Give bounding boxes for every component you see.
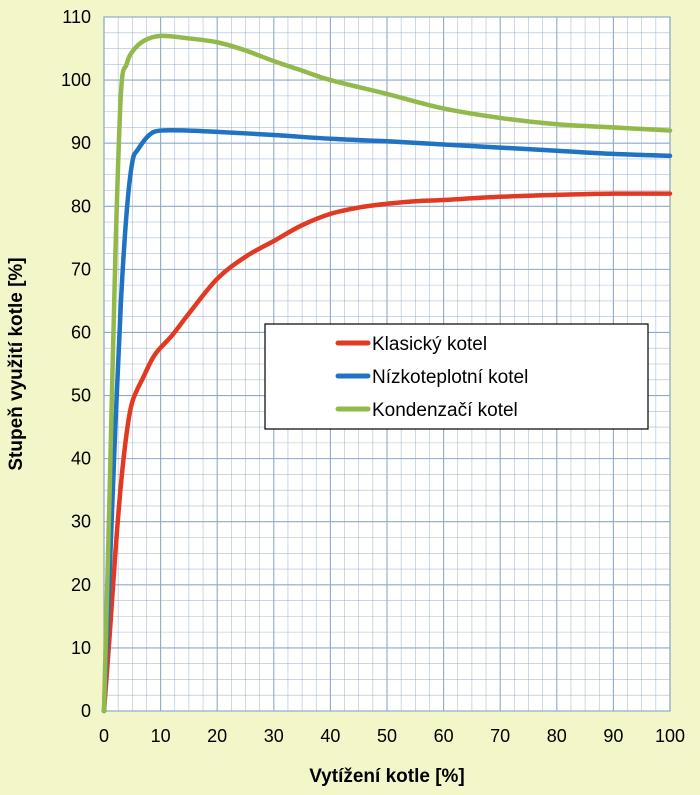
y-tick-label: 10 [71,638,91,658]
y-tick-label: 110 [62,7,91,27]
y-tick-label: 40 [71,449,91,469]
y-tick-label: 60 [71,322,91,342]
y-tick-label: 50 [71,386,91,406]
legend-label-nizkoteplotni: Nízkoteplotní kotel [372,367,528,388]
legend-label-klasicky: Klasický kotel [372,334,487,355]
series-lines [101,33,673,714]
y-tick-label: 100 [61,70,91,90]
legend-box [264,323,649,430]
series-line-nizkoteplotni [101,127,673,714]
series-line-klasicky [101,191,673,714]
x-tick-label: 80 [547,726,567,746]
y-tick-label: 70 [71,259,91,279]
y-tick-label: 80 [71,196,91,216]
y-tick-label: 0 [81,701,91,721]
x-axis-title: Vytížení kotle [%] [309,766,465,787]
x-tick-label: 100 [655,726,685,746]
y-tick-label: 30 [71,512,91,532]
x-tick-label: 50 [377,726,397,746]
series-line-kondenzacni [101,33,673,714]
legend: Klasický kotel Nízkoteplotní kotel Konde… [264,323,649,430]
x-tick-label: 30 [264,726,284,746]
x-tick-label: 60 [434,726,454,746]
x-axis-ticks: 0 10 20 30 40 50 60 70 80 90 100 [99,726,685,746]
x-tick-label: 90 [603,726,623,746]
x-tick-label: 40 [320,726,340,746]
x-tick-label: 10 [151,726,171,746]
y-axis-title: Stupeň využití kotle [%] [6,257,27,470]
x-tick-label: 0 [99,726,109,746]
x-tick-label: 20 [207,726,227,746]
legend-label-kondenzacni: Kondenzačí kotel [372,400,518,421]
y-tick-label: 90 [71,133,91,153]
y-axis-ticks: 0 10 20 30 40 50 60 70 80 90 100 110 [61,7,91,721]
y-tick-label: 20 [71,575,91,595]
plot-frame [103,16,671,712]
x-tick-label: 70 [490,726,510,746]
